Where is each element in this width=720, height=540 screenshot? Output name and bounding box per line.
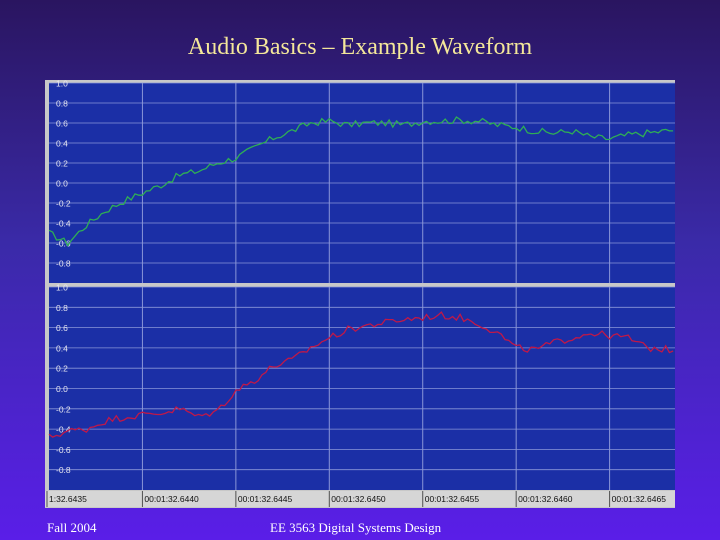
time-tick-label: 00:01:32.6440	[144, 494, 199, 504]
time-tick-label: 00:01:32.6465	[612, 494, 667, 504]
y-tick-label: 1.0	[56, 283, 68, 293]
y-tick-label: 0.0	[56, 179, 68, 189]
footer-date: Fall 2004	[47, 520, 97, 535]
y-tick-label: 1.0	[56, 80, 68, 89]
y-tick-label: 0.2	[56, 364, 68, 374]
waveforms	[48, 116, 674, 438]
slide-title: Audio Basics – Example Waveform	[187, 34, 533, 60]
waveform-top	[48, 116, 674, 247]
time-tick-label: 00:01:32.6445	[238, 494, 293, 504]
y-tick-label: -0.4	[56, 219, 71, 229]
y-tick-label: 0.8	[56, 99, 68, 109]
waveform-display[interactable]: 1.0 0.8 0.6 0.4 0.2 0.0 -0.2 -0.4 -0.6 -0.8 1.0 0.8…	[45, 80, 675, 508]
y-tick-label: 0.4	[56, 139, 68, 149]
y-tick-label: -0.2	[56, 404, 71, 414]
waveform-bottom	[48, 311, 674, 438]
y-tick-label: 0.2	[56, 159, 68, 169]
y-tick-label: 0.6	[56, 323, 68, 333]
waveform-editor-panel[interactable]: 1.0 0.8 0.6 0.4 0.2 0.0 -0.2 -0.4 -0.6 -0.8 1.0 0.8…	[45, 80, 675, 508]
y-tick-label: 0.0	[56, 384, 68, 394]
time-tick-label: 00:01:32.6455	[425, 494, 480, 504]
y-tick-label: -0.6	[56, 239, 71, 249]
y-tick-label: 0.6	[56, 119, 68, 129]
grid-lines	[49, 82, 675, 490]
time-tick-label: 1:32.6435	[49, 494, 87, 504]
y-tick-label: 0.8	[56, 303, 68, 313]
y-tick-label: -0.8	[56, 259, 71, 269]
time-tick-label: 00:01:32.6460	[518, 494, 573, 504]
y-tick-label: -0.8	[56, 465, 71, 475]
y-tick-label: -0.2	[56, 199, 71, 209]
time-axis-labels: 1:32.6435 00:01:32.6440 00:01:32.6445 00:01…	[46, 491, 667, 507]
y-axis-labels: 1.0 0.8 0.6 0.4 0.2 0.0 -0.2 -0.4 -0.6 -0.8 1.0 0.8…	[56, 80, 71, 475]
y-tick-label: 0.4	[56, 343, 68, 353]
time-tick-label: 00:01:32.6450	[331, 494, 386, 504]
timeline-ruler[interactable]	[45, 491, 675, 507]
y-tick-label: -0.4	[56, 425, 71, 435]
footer-course: EE 3563 Digital Systems Design	[270, 520, 442, 535]
y-tick-label: -0.6	[56, 445, 71, 455]
